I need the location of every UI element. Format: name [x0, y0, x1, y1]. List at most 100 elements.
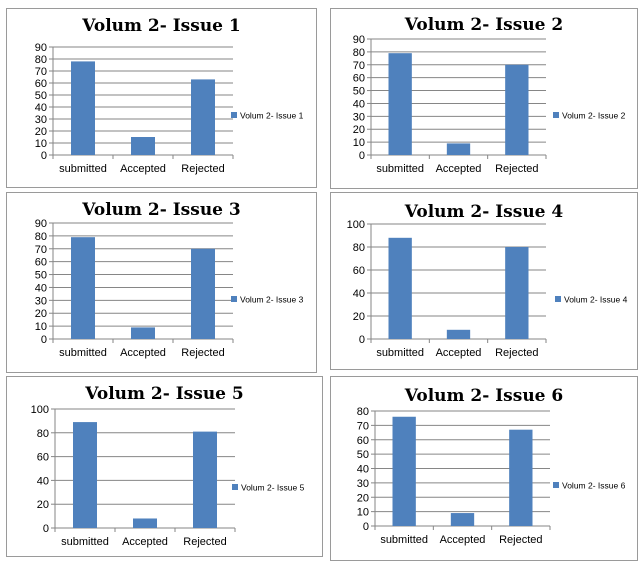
- bar-accepted: [131, 137, 155, 155]
- x-category-label: Accepted: [120, 163, 166, 175]
- y-tick-label: 50: [353, 86, 365, 98]
- legend-swatch: [232, 484, 238, 490]
- y-tick-label: 10: [35, 138, 47, 150]
- y-tick-label: 10: [357, 507, 369, 519]
- bar-accepted: [131, 327, 155, 339]
- chart-panel-issue-2: Volum 2- Issue 2 0 10 20 30 40 50 60 70 80 90 submi…: [330, 8, 638, 189]
- x-category-label: Accepted: [120, 347, 166, 359]
- y-tick-label: 70: [357, 420, 369, 432]
- x-category-label: Rejected: [181, 347, 224, 359]
- x-category-label: submitted: [61, 536, 109, 548]
- x-category-label: Accepted: [436, 347, 482, 359]
- y-tick-label: 80: [35, 231, 47, 243]
- x-category-label: submitted: [59, 347, 107, 359]
- y-tick-label: 0: [359, 334, 365, 346]
- y-tick-label: 30: [35, 295, 47, 307]
- y-tick-label: 100: [347, 219, 365, 231]
- x-category-label: Accepted: [436, 163, 482, 175]
- x-category-label: Rejected: [181, 163, 224, 175]
- bar-accepted: [133, 518, 157, 528]
- bar-submitted: [71, 61, 95, 155]
- bar-rejected: [193, 431, 217, 528]
- chart-panel-issue-3: Volum 2- Issue 3 0 10 20 30 40 50 60 70 80 90 submi…: [6, 192, 317, 373]
- bar-rejected: [191, 79, 215, 155]
- bar-submitted: [73, 422, 97, 528]
- y-tick-label: 80: [357, 406, 369, 418]
- x-category-label: submitted: [376, 163, 424, 175]
- y-tick-label: 60: [35, 257, 47, 269]
- x-category-label: submitted: [376, 347, 424, 359]
- bar-accepted: [446, 329, 471, 339]
- y-tick-label: 60: [37, 452, 49, 464]
- legend-swatch: [553, 112, 559, 118]
- bar-submitted: [71, 237, 95, 339]
- y-tick-label: 40: [353, 98, 365, 110]
- bar-accepted: [450, 513, 475, 526]
- chart-panel-issue-6: Volum 2- Issue 6 0 10 20 30 40 50 60 70 80 submitt…: [330, 376, 638, 561]
- y-tick-label: 10: [353, 137, 365, 149]
- legend-label: Volum 2- Issue 3: [240, 295, 304, 305]
- y-tick-label: 0: [41, 150, 47, 162]
- y-tick-label: 40: [353, 288, 365, 300]
- y-tick-label: 50: [35, 90, 47, 102]
- y-tick-label: 0: [43, 523, 49, 535]
- chart-title: Volum 2- Issue 2: [404, 15, 564, 35]
- y-tick-label: 60: [357, 435, 369, 447]
- x-category-label: Rejected: [183, 536, 226, 548]
- y-tick-label: 60: [35, 78, 47, 90]
- x-category-label: Rejected: [495, 347, 538, 359]
- y-tick-label: 20: [35, 308, 47, 320]
- y-tick-label: 70: [35, 66, 47, 78]
- y-tick-label: 40: [357, 464, 369, 476]
- y-tick-label: 0: [41, 334, 47, 346]
- bar-rejected: [191, 248, 215, 339]
- chart-panel-issue-5: Volum 2- Issue 5 0 20 40 60 80 100 submitted Acc…: [6, 376, 323, 557]
- x-category-label: Accepted: [122, 536, 168, 548]
- chart-title: Volum 2- Issue 3: [81, 200, 241, 220]
- chart-title: Volum 2- Issue 6: [404, 386, 564, 406]
- chart-panel-issue-4: Volum 2- Issue 4 0 20 40 60 80 100 submitted Acc…: [330, 192, 638, 370]
- legend-label: Volum 2- Issue 1: [240, 111, 304, 121]
- y-tick-label: 20: [357, 492, 369, 504]
- y-tick-label: 90: [35, 42, 47, 54]
- bar-rejected: [509, 429, 533, 526]
- y-tick-label: 40: [37, 475, 49, 487]
- bar-submitted: [388, 237, 412, 339]
- x-category-label: Rejected: [495, 163, 538, 175]
- legend-label: Volum 2- Issue 4: [564, 295, 628, 305]
- y-tick-label: 30: [357, 478, 369, 490]
- y-tick-label: 80: [353, 242, 365, 254]
- legend-label: Volum 2- Issue 5: [241, 483, 305, 493]
- bar-submitted: [392, 416, 416, 526]
- y-tick-label: 20: [35, 126, 47, 138]
- y-tick-label: 90: [353, 34, 365, 46]
- y-tick-label: 20: [353, 311, 365, 323]
- y-tick-label: 50: [35, 270, 47, 282]
- legend-swatch: [553, 482, 559, 488]
- y-tick-label: 80: [37, 428, 49, 440]
- legend-swatch: [231, 296, 237, 302]
- y-tick-label: 40: [35, 282, 47, 294]
- bar-rejected: [505, 247, 529, 339]
- x-category-label: Accepted: [440, 534, 486, 546]
- y-tick-label: 20: [353, 124, 365, 136]
- bar-submitted: [388, 53, 412, 155]
- y-tick-label: 80: [353, 47, 365, 59]
- bar-rejected: [505, 64, 529, 155]
- y-tick-label: 0: [363, 521, 369, 533]
- legend-label: Volum 2- Issue 2: [562, 111, 626, 121]
- y-tick-label: 90: [35, 218, 47, 230]
- y-tick-label: 30: [35, 114, 47, 126]
- y-tick-label: 50: [357, 449, 369, 461]
- y-tick-label: 40: [35, 102, 47, 114]
- y-tick-label: 10: [35, 321, 47, 333]
- bar-chart-svg: Volum 2- Issue 6 0 10 20 30 40 50 60 70 80 submitt…: [357, 386, 626, 546]
- chart-title: Volum 2- Issue 5: [84, 384, 244, 404]
- legend-swatch: [555, 296, 561, 302]
- y-tick-label: 60: [353, 73, 365, 85]
- legend-label: Volum 2- Issue 6: [562, 481, 626, 491]
- y-tick-label: 70: [353, 60, 365, 72]
- y-tick-label: 70: [35, 244, 47, 256]
